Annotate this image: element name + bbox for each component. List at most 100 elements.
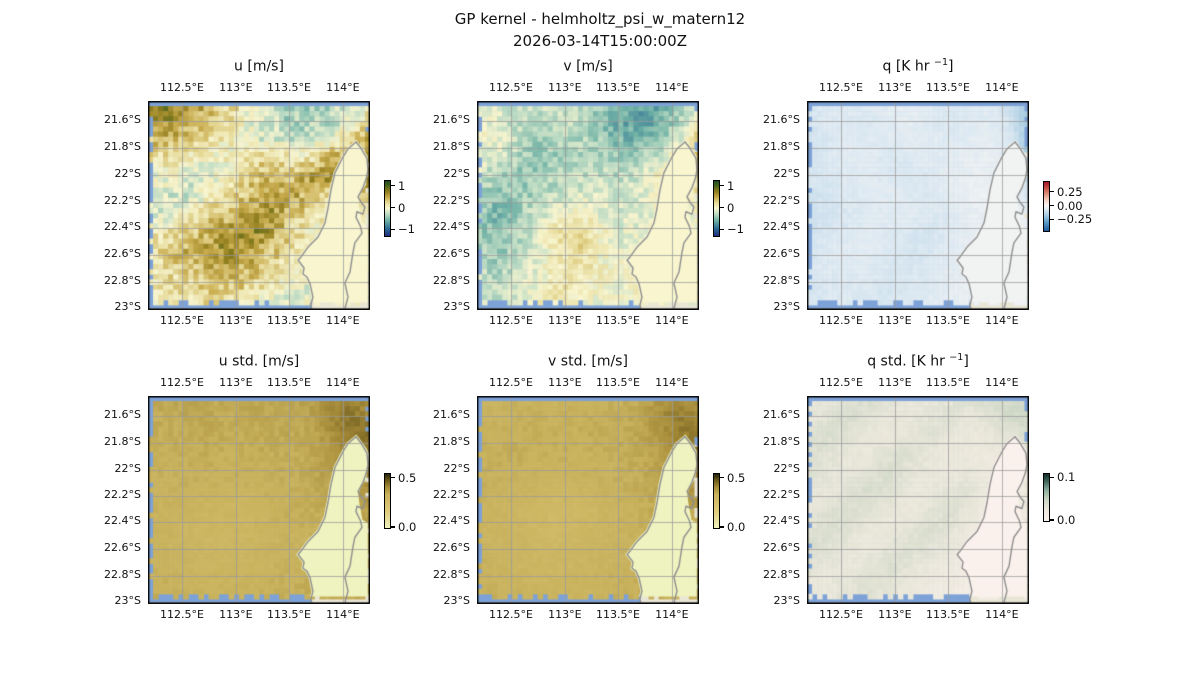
colorbar-tick-mark [391,206,395,209]
lat-tick-label: 22.4°S [433,220,470,234]
colorbar-tick-label: 0.00 [1057,198,1083,213]
lat-tick-label: 23°S [773,593,800,607]
map-canvas-q-std [807,396,1029,604]
colorbar: 0.5 0.0 [384,471,444,534]
colorbar-tick-mark [391,526,395,528]
lat-tick-label: 23°S [443,299,470,313]
map-canvas-u-std [148,396,370,604]
colorbar-gradient [713,473,720,529]
figure-title: GP kernel - helmholtz_psi_w_matern12 [454,10,746,28]
panel-title-superscript: −1 [934,57,949,68]
lat-tick-label: 22.8°S [763,273,800,287]
colorbar: 1 0 −1 [384,178,444,237]
lon-tick-label: 113.5°E [595,81,640,94]
lon-tick-label: 113.5°E [925,376,970,389]
panel-u: u [m/s] 112.5°E 112.5°E 113°E 113°E 113.5°E 1… [104,59,415,327]
lon-tick-label: 114°E [326,608,360,621]
lon-tick-label: 112.5°E [488,81,533,94]
map-canvas-v-std [477,396,699,604]
lat-tick-label: 22°S [114,461,141,475]
lat-tick-label: 21.8°S [433,434,470,448]
colorbar: 0.1 0.0 [1043,470,1103,527]
lat-tick-label: 21.6°S [104,407,141,421]
colorbar-tick-mark [391,228,395,230]
lon-tick-label: 113°E [878,376,912,389]
lat-tick-label: 21.8°S [763,434,800,448]
lat-tick-label: 21.8°S [433,140,470,154]
panel-title-text: u [m/s] [234,58,284,75]
lon-tick-label: 113°E [219,376,253,389]
lon-tick-label: 112.5°E [488,314,533,327]
lon-tick-label: 112.5°E [159,81,204,94]
colorbar-tick-label: 1 [727,178,735,193]
lon-tick-label: 113.5°E [266,314,311,327]
lat-tick-label: 22.6°S [104,247,141,261]
colorbar-tick-label: 0.5 [727,470,746,485]
lat-tick-label: 22.4°S [763,514,800,528]
colorbar-tick-label: −1 [398,222,415,237]
colorbar-tick-mark [720,228,724,230]
lon-tick-label: 113.5°E [925,608,970,621]
colorbar-tick-label: 0.0 [727,520,746,534]
lon-tick-label: 114°E [326,81,360,94]
lat-tick-label: 22°S [773,461,800,475]
lon-tick-label: 114°E [326,314,360,327]
colorbar: 1 0 −1 [713,178,773,237]
lon-tick-label: 113°E [219,314,253,327]
colorbar-gradient [713,180,720,237]
colorbar-tick-label: −0.25 [1057,212,1093,227]
lon-tick-label: 113°E [878,81,912,94]
colorbar-tick-label: 0.0 [398,520,417,534]
colorbar-tick-label: 0.25 [1057,184,1083,199]
colorbar: 0.25 0.00 −0.25 [1043,181,1103,232]
lat-tick-label: 22.8°S [433,273,470,287]
lat-tick-label: 21.8°S [104,434,141,448]
colorbar-gradient [384,473,391,529]
lat-tick-label: 23°S [773,299,800,313]
panel-title-text: q std. [K hr [867,353,950,370]
lat-tick-label: 22.4°S [763,220,800,234]
map-canvas-v [477,101,699,310]
lon-tick-label: 113.5°E [925,81,970,94]
colorbar-tick-mark [1050,476,1054,478]
lon-tick-label: 114°E [985,608,1019,621]
lon-tick-label: 114°E [655,608,689,621]
lon-tick-label: 112.5°E [488,608,533,621]
lat-tick-label: 22.8°S [104,568,141,582]
lon-tick-label: 113°E [548,314,582,327]
panel-title: q std. [K hr −1] [777,352,1059,374]
panel-title-text: q [K hr [882,58,935,75]
panel-title: v std. [m/s] [447,352,729,374]
lat-tick-label: 22.4°S [433,514,470,528]
lon-tick-label: 112.5°E [818,608,863,621]
lon-tick-label: 113°E [878,608,912,621]
lon-tick-label: 113.5°E [266,376,311,389]
colorbar-tick-mark [720,526,724,528]
lat-tick-label: 22.6°S [104,541,141,555]
lon-tick-label: 112.5°E [159,314,204,327]
colorbar-tick-label: 1 [398,178,406,193]
panel-title: q [K hr −1] [777,57,1059,79]
lat-tick-label: 22.2°S [104,488,141,502]
panel-title-text: v [m/s] [563,58,613,75]
lat-tick-label: 22°S [443,166,470,180]
lon-tick-label: 113°E [219,608,253,621]
lat-tick-label: 22.4°S [104,220,141,234]
lon-tick-label: 113°E [548,81,582,94]
panel-title-close: ] [963,353,969,370]
lat-tick-label: 23°S [114,593,141,607]
colorbar-tick-label: 0.0 [1057,513,1076,527]
lon-tick-label: 113.5°E [266,81,311,94]
lon-tick-label: 113°E [219,81,253,94]
lon-tick-label: 112.5°E [488,376,533,389]
lat-tick-label: 22.2°S [763,193,800,207]
panel-title-text: u std. [m/s] [218,353,300,370]
panel-u-std: u std. [m/s] 112.5°E 112.5°E 113°E 113°E 113… [104,354,416,621]
lat-tick-label: 22.6°S [433,541,470,555]
colorbar-tick-mark [1050,204,1054,207]
lat-tick-label: 22.2°S [763,488,800,502]
lat-tick-label: 21.8°S [763,140,800,154]
lon-tick-label: 113.5°E [595,376,640,389]
colorbar-gradient [384,180,391,237]
lon-tick-label: 113.5°E [595,608,640,621]
